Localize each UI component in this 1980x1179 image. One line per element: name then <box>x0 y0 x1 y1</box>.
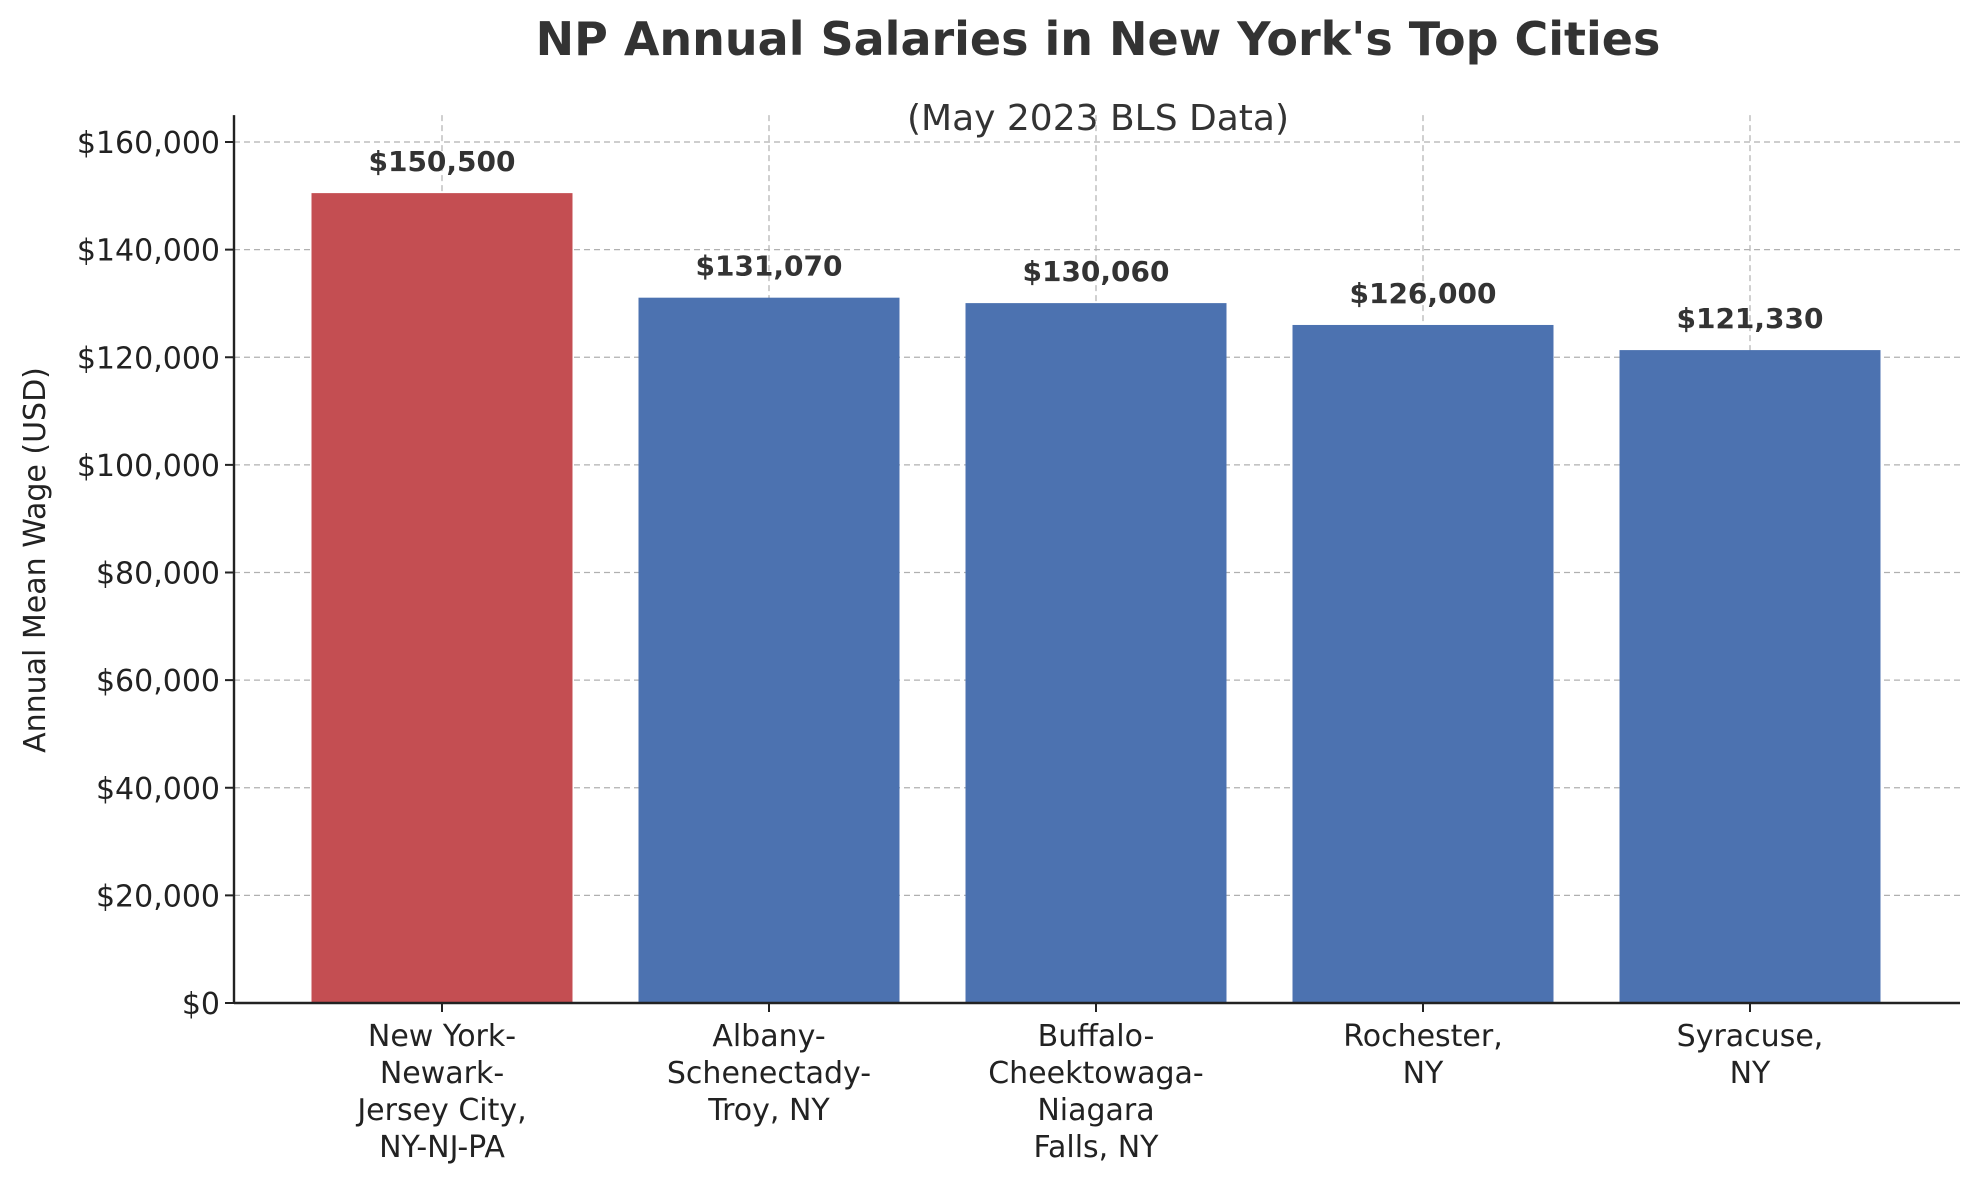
axes-layer <box>225 115 1960 1012</box>
x-tick-label-line: Buffalo- <box>1038 1019 1155 1054</box>
y-tick-label: $0 <box>182 987 220 1022</box>
chart-title: NP Annual Salaries in New York's Top Cit… <box>536 12 1661 66</box>
y-tick-label: $120,000 <box>77 341 220 376</box>
y-tick-label: $140,000 <box>77 234 220 269</box>
x-tick-label-line: NY-NJ-PA <box>379 1130 505 1165</box>
chart-subtitle: (May 2023 BLS Data) <box>907 98 1289 139</box>
x-tick-label-line: Albany- <box>712 1019 825 1054</box>
x-tick-label-line: Syracuse, <box>1677 1019 1824 1054</box>
x-tick-label-line: Falls, NY <box>1033 1130 1159 1165</box>
bar <box>1292 324 1554 1003</box>
x-tick-label-line: NY <box>1730 1056 1771 1091</box>
x-tick-label-line: Jersey City, <box>355 1093 526 1128</box>
x-tick-label-line: Troy, NY <box>707 1093 830 1128</box>
x-tick-label-line: Cheektowaga- <box>988 1056 1204 1091</box>
x-tick-label: Rochester, NY <box>1343 1019 1503 1091</box>
x-tick-label-line: Schenectady- <box>667 1056 871 1091</box>
x-tick-label: Albany-Schenectady-Troy, NY <box>667 1019 871 1128</box>
x-tick-label-line: Newark- <box>380 1056 504 1091</box>
bar <box>311 193 573 1003</box>
labels-layer: $0 $20,000 $40,000 $60,000 $80,000 $100,000 $1… <box>77 126 1824 1165</box>
bar <box>965 303 1227 1003</box>
x-tick-label: Buffalo-Cheektowaga-Niagara Falls, NY <box>988 1019 1204 1165</box>
x-tick-label: New York-Newark-Jersey City, NY-NJ-PA <box>355 1019 526 1165</box>
bar-value-label: $130,060 <box>1022 255 1169 288</box>
y-tick-label: $40,000 <box>96 772 220 807</box>
bar-value-label: $150,500 <box>368 145 515 178</box>
y-tick-label: $60,000 <box>96 664 220 699</box>
bar-value-label: $121,330 <box>1676 302 1823 335</box>
y-tick-label: $160,000 <box>77 126 220 161</box>
y-tick-label: $100,000 <box>77 449 220 484</box>
y-axis-label: Annual Mean Wage (USD) <box>18 367 53 753</box>
x-tick-label-line: New York- <box>368 1019 516 1054</box>
x-tick-label-line: Rochester, <box>1343 1019 1503 1054</box>
bar <box>1619 350 1881 1004</box>
y-tick-label: $20,000 <box>96 879 220 914</box>
bar <box>638 297 900 1003</box>
x-tick-label: Syracuse, NY <box>1677 1019 1824 1091</box>
y-tick-label: $80,000 <box>96 557 220 592</box>
x-tick-label-line: Niagara <box>1037 1093 1154 1128</box>
x-tick-label-line: NY <box>1403 1056 1444 1091</box>
bar-value-label: $131,070 <box>695 250 842 283</box>
bars-layer <box>311 193 1881 1004</box>
bar-value-label: $126,000 <box>1349 277 1496 310</box>
